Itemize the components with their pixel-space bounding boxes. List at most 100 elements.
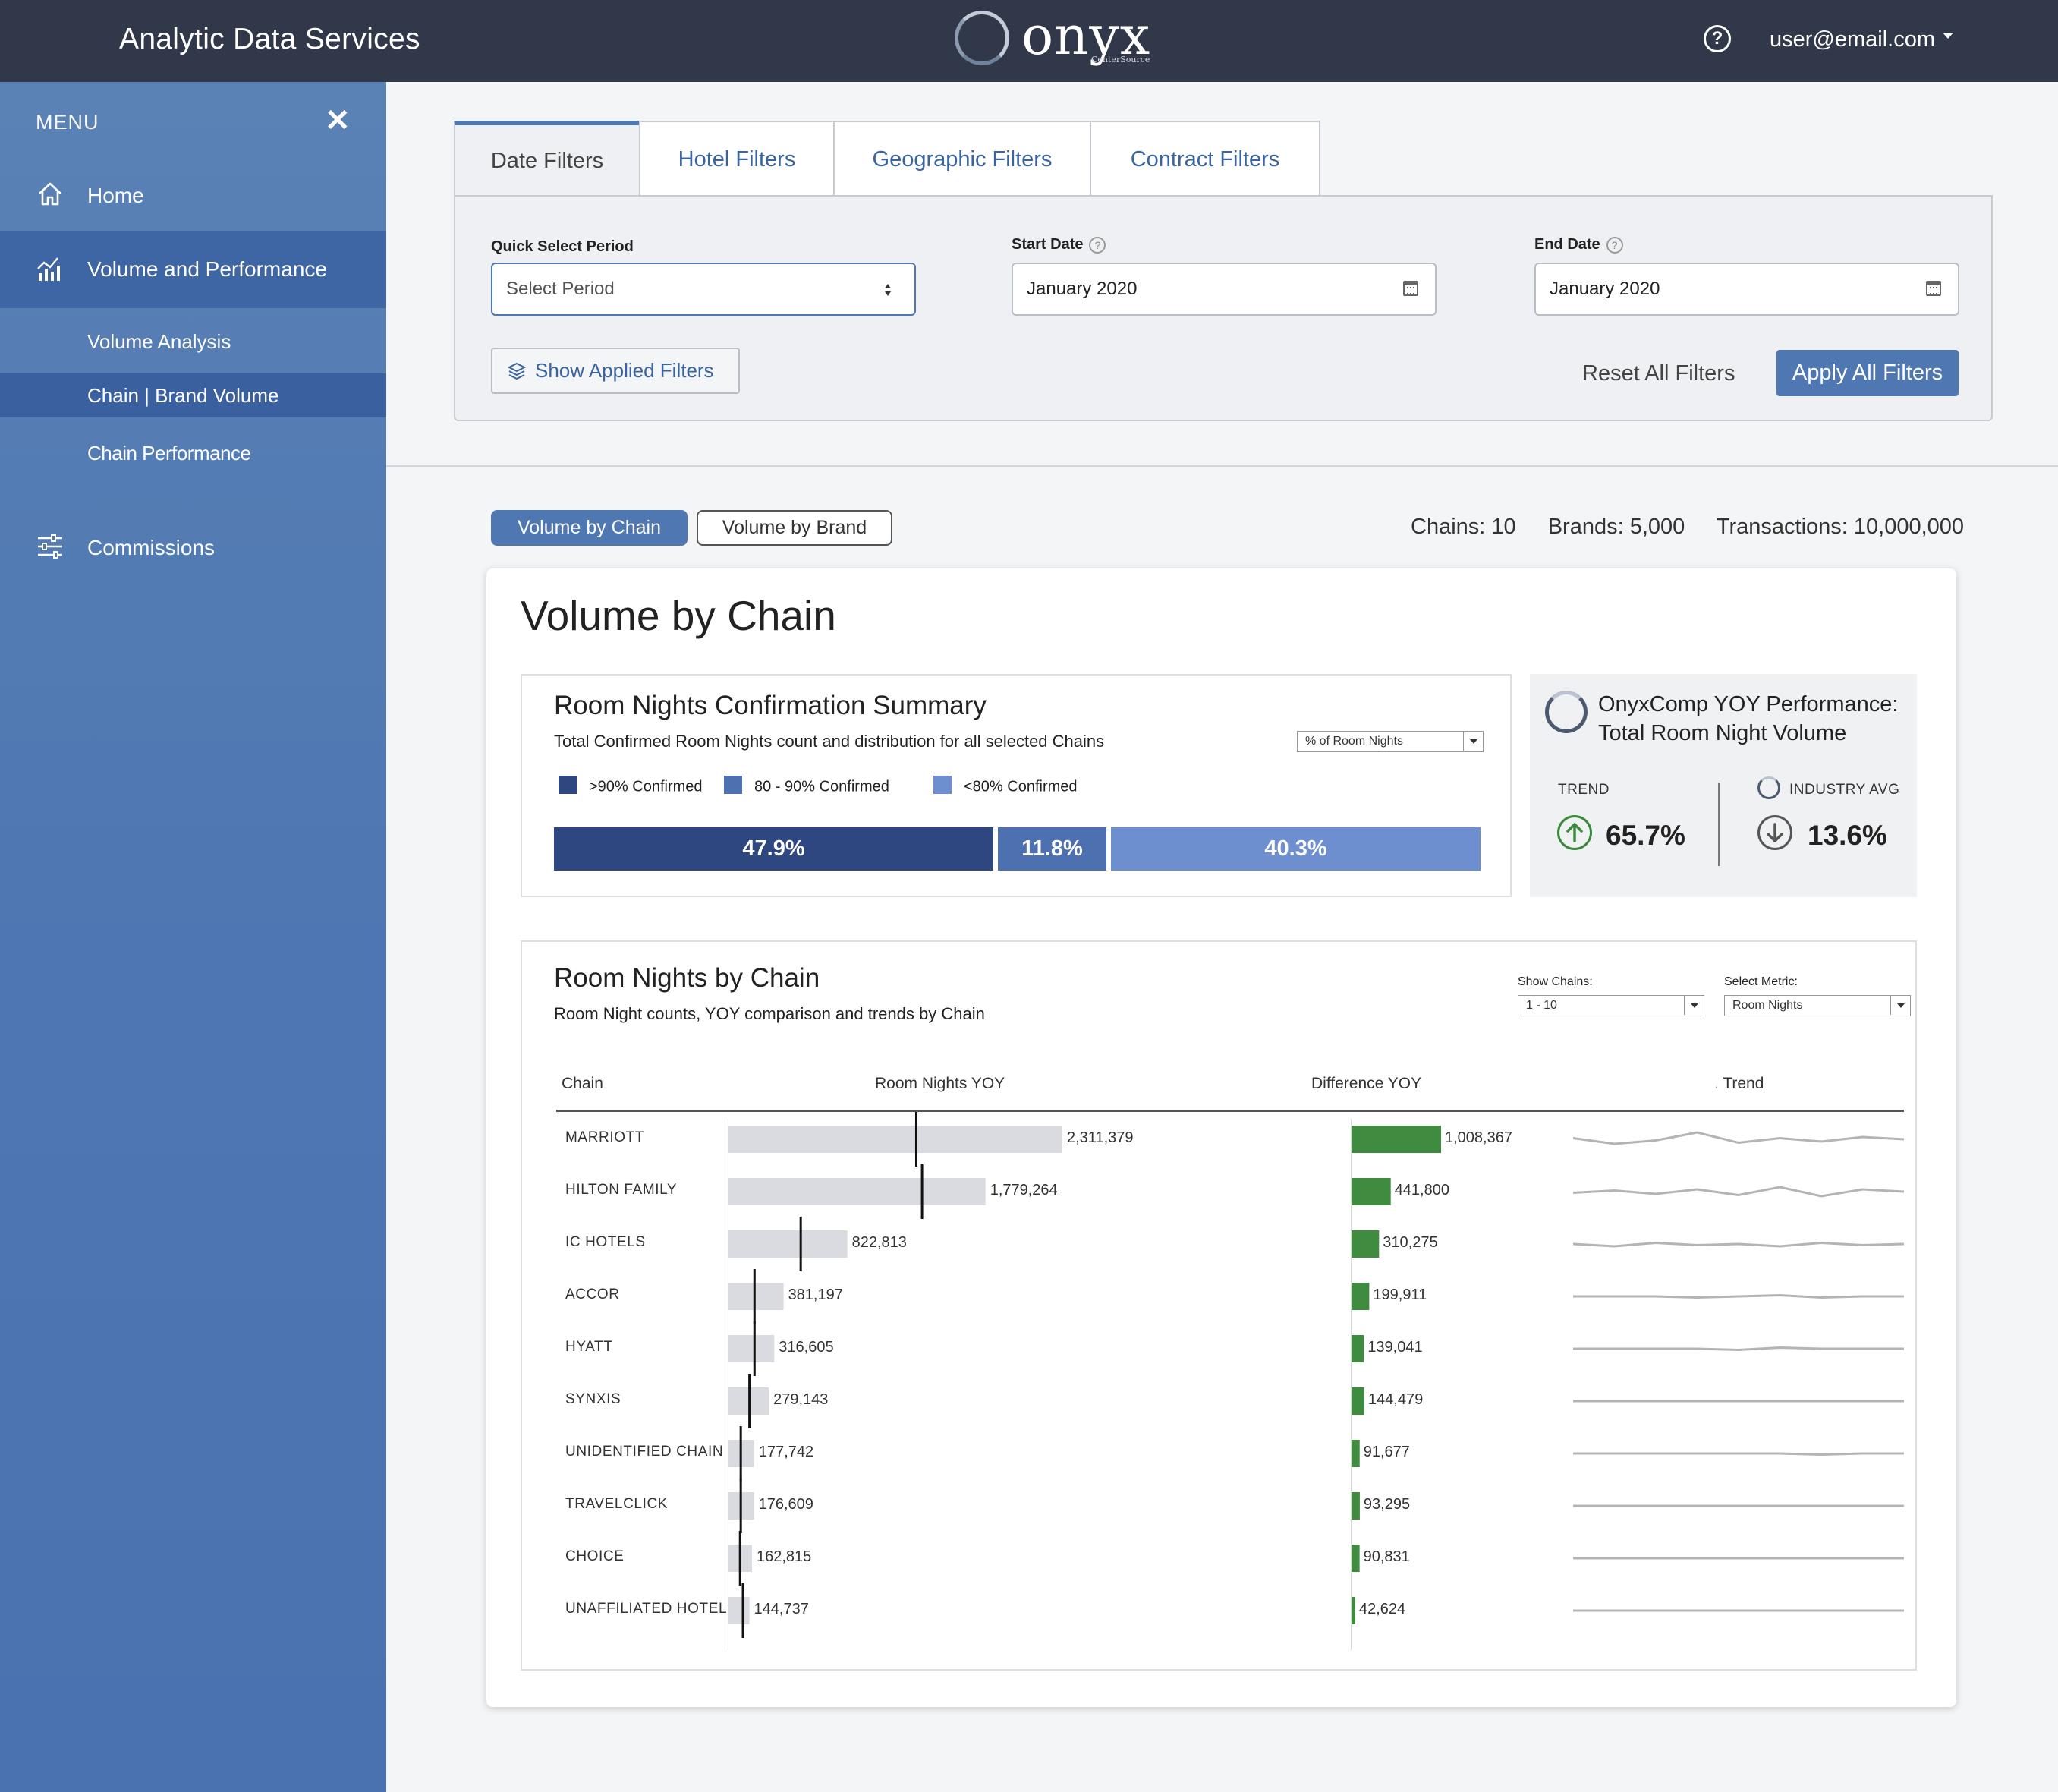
difference-bar[interactable] [1352,1283,1370,1310]
app-title: Analytic Data Services [119,23,420,55]
chevron-down-icon [1684,996,1704,1015]
trend-sparkline[interactable] [1573,1452,1904,1457]
sidebar-item-commissions[interactable]: Commissions [0,518,386,578]
difference-bar[interactable] [1352,1492,1360,1520]
legend-swatch [559,776,577,794]
top-bar: Analytic Data Services onyx CenterSource… [0,0,2058,82]
trend-sparkline[interactable] [1573,1293,1904,1299]
help-icon[interactable]: ? [1089,236,1106,254]
onyx-logo[interactable]: onyx CenterSource [955,5,1152,70]
chain-name[interactable]: TRAVELCLICK [565,1496,669,1512]
legend-label: >90% Confirmed [589,778,703,795]
chain-name[interactable]: ACCOR [565,1287,620,1302]
col-head-chain: Chain [562,1075,603,1092]
start-date-field[interactable]: January 2020 [1012,263,1437,316]
difference-bar[interactable] [1352,1230,1380,1258]
filter-tabs: Date Filters Hotel Filters Geographic Fi… [454,121,1320,197]
room-nights-value: 279,143 [773,1391,829,1408]
metric-select[interactable]: % of Room Nights [1297,731,1484,752]
difference-bar[interactable] [1352,1387,1364,1415]
confirmation-segment[interactable]: 40.3% [1111,827,1481,871]
calendar-icon[interactable] [1926,281,1941,296]
chains-count: Chains: 10 [1411,515,1516,539]
chain-name[interactable]: SYNXIS [565,1391,621,1407]
difference-bar[interactable] [1352,1597,1355,1624]
sidebar-item-volume-analysis[interactable]: Volume Analysis [0,314,386,369]
menu-label: MENU [36,111,99,134]
reset-all-filters-link[interactable]: Reset All Filters [1582,361,1735,386]
panel-title: Room Nights Confirmation Summary [554,691,987,720]
room-nights-bar[interactable] [728,1178,986,1205]
legend-swatch [724,776,742,794]
quick-select-period[interactable]: Select Period [491,263,916,316]
kpi-title: OnyxComp YOY Performance: Total Room Nig… [1598,690,1898,748]
tab-contract-filters[interactable]: Contract Filters [1090,121,1320,197]
tab-hotel-filters[interactable]: Hotel Filters [639,121,835,197]
tab-date-filters[interactable]: Date Filters [454,121,640,197]
end-date-label-text: End Date [1534,236,1600,253]
calendar-icon[interactable] [1403,281,1418,296]
sidebar-item-chain-performance[interactable]: Chain Performance [0,425,386,483]
sidebar: MENU ✕ Home Volume and Performance Volum… [0,82,386,1792]
confirmation-summary-panel: Room Nights Confirmation Summary Total C… [521,674,1512,897]
chevron-down-icon [1890,996,1910,1015]
apply-all-filters-button[interactable]: Apply All Filters [1776,350,1959,396]
room-nights-bar[interactable] [728,1126,1062,1153]
industry-avg-value: 13.6% [1808,820,1887,851]
room-nights-value: 316,605 [779,1339,834,1356]
chain-name[interactable]: HYATT [565,1339,613,1355]
volume-by-chain-toggle[interactable]: Volume by Chain [491,510,688,546]
chain-name[interactable]: UNIDENTIFIED CHAIN [565,1444,724,1460]
close-icon[interactable]: ✕ [325,104,351,137]
legend-item: 80 - 90% Confirmed [724,776,889,796]
room-nights-bar[interactable] [728,1230,848,1258]
difference-value: 144,479 [1367,1391,1424,1408]
chain-name[interactable]: CHOICE [565,1548,625,1564]
difference-bar[interactable] [1352,1335,1364,1362]
difference-bar[interactable] [1352,1440,1360,1467]
trend-sparkline[interactable] [1572,1131,1905,1145]
sidebar-item-label: Volume Analysis [87,330,231,353]
card-title: Volume by Chain [521,592,836,639]
difference-axis [1351,1119,1352,1650]
chain-name[interactable]: HILTON FAMILY [565,1182,678,1198]
difference-value: 310,275 [1383,1234,1438,1251]
sidebar-item-volume-performance[interactable]: Volume and Performance [0,231,386,308]
help-circle-icon[interactable]: ? [1704,25,1731,52]
help-icon[interactable]: ? [1606,236,1623,254]
chain-name[interactable]: MARRIOTT [565,1129,645,1145]
trend-sparkline[interactable] [1573,1346,1904,1352]
sidebar-item-chain-brand-volume[interactable]: Chain | Brand Volume [0,373,386,417]
difference-value: 93,295 [1363,1496,1411,1513]
sidebar-item-home[interactable]: Home [0,165,386,226]
select-metric-select[interactable]: Room Nights [1724,995,1911,1016]
volume-by-brand-toggle[interactable]: Volume by Brand [697,510,892,546]
difference-bar[interactable] [1352,1126,1441,1153]
end-date-field[interactable]: January 2020 [1534,263,1959,316]
difference-value: 199,911 [1373,1287,1427,1303]
home-icon [39,182,61,206]
trend-head-prefix: . [1714,1075,1719,1092]
user-menu[interactable]: user@email.com [1770,27,1953,52]
sidebar-item-label: Commissions [87,536,216,559]
start-date-value: January 2020 [1027,279,1138,299]
difference-bar[interactable] [1352,1178,1391,1205]
chain-name[interactable]: UNAFFILIATED HOTELS [565,1601,738,1617]
onyx-ring-icon [1545,691,1588,733]
yoy-performance-panel: OnyxComp YOY Performance: Total Room Nig… [1530,674,1917,897]
chain-name[interactable]: IC HOTELS [565,1234,646,1250]
end-date-label: End Date? [1534,236,1623,254]
filter-panel: Quick Select Period Select Period Start … [454,195,1993,421]
trend-sparkline[interactable] [1572,1186,1905,1198]
confirmation-segment[interactable]: 47.9% [554,827,993,871]
show-applied-filters-button[interactable]: Show Applied Filters [491,348,740,394]
difference-bar[interactable] [1352,1545,1360,1572]
trend-sparkline[interactable] [1572,1241,1905,1248]
room-nights-bar[interactable] [728,1335,775,1362]
room-nights-bar[interactable] [728,1597,750,1624]
confirmation-segment[interactable]: 11.8% [998,827,1106,871]
tab-geographic-filters[interactable]: Geographic Filters [833,121,1091,197]
room-nights-value: 2,311,379 [1067,1129,1134,1146]
show-chains-select[interactable]: 1 - 10 [1518,995,1704,1016]
room-nights-bar[interactable] [728,1283,784,1310]
